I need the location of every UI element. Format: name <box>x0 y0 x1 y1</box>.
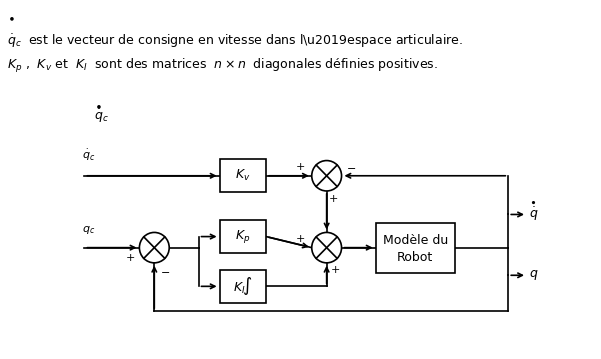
Text: $q$: $q$ <box>529 268 538 282</box>
Text: $q_c$: $q_c$ <box>82 224 96 236</box>
Text: +: + <box>331 265 340 275</box>
Bar <box>219 220 266 253</box>
Text: +: + <box>126 253 135 263</box>
Text: +: + <box>296 233 305 243</box>
Text: $\bullet$: $\bullet$ <box>94 99 102 112</box>
Text: $K_v$: $K_v$ <box>235 168 251 183</box>
Text: $K_p$ ,  $K_v$ et  $K_I$  sont des matrices  $n\times n$  diagonales définies po: $K_p$ , $K_v$ et $K_I$ sont des matrices… <box>7 57 438 75</box>
Text: $K_p$: $K_p$ <box>235 228 251 245</box>
Text: +: + <box>329 194 338 204</box>
Bar <box>219 270 266 303</box>
Text: $\bullet$: $\bullet$ <box>7 11 15 24</box>
Ellipse shape <box>312 232 341 263</box>
Text: $K_I\!\int$: $K_I\!\int$ <box>233 275 252 297</box>
Text: $-$: $-$ <box>346 162 356 172</box>
Text: $-$: $-$ <box>160 266 170 276</box>
Text: $\bullet$: $\bullet$ <box>529 197 536 207</box>
Ellipse shape <box>139 232 169 263</box>
Ellipse shape <box>312 160 341 191</box>
Bar <box>376 223 455 272</box>
Text: $\dot{q}_c$: $\dot{q}_c$ <box>82 148 96 163</box>
Text: Robot: Robot <box>397 251 433 264</box>
Text: $\dot{q}_c$: $\dot{q}_c$ <box>94 108 109 125</box>
Text: $\dot{q}_c$  est le vecteur de consigne en vitesse dans l\u2019espace articulair: $\dot{q}_c$ est le vecteur de consigne e… <box>7 32 463 50</box>
Text: $\dot{q}$: $\dot{q}$ <box>529 206 538 223</box>
Text: Modèle du: Modèle du <box>382 234 448 247</box>
Bar <box>219 159 266 192</box>
Text: +: + <box>296 162 305 172</box>
